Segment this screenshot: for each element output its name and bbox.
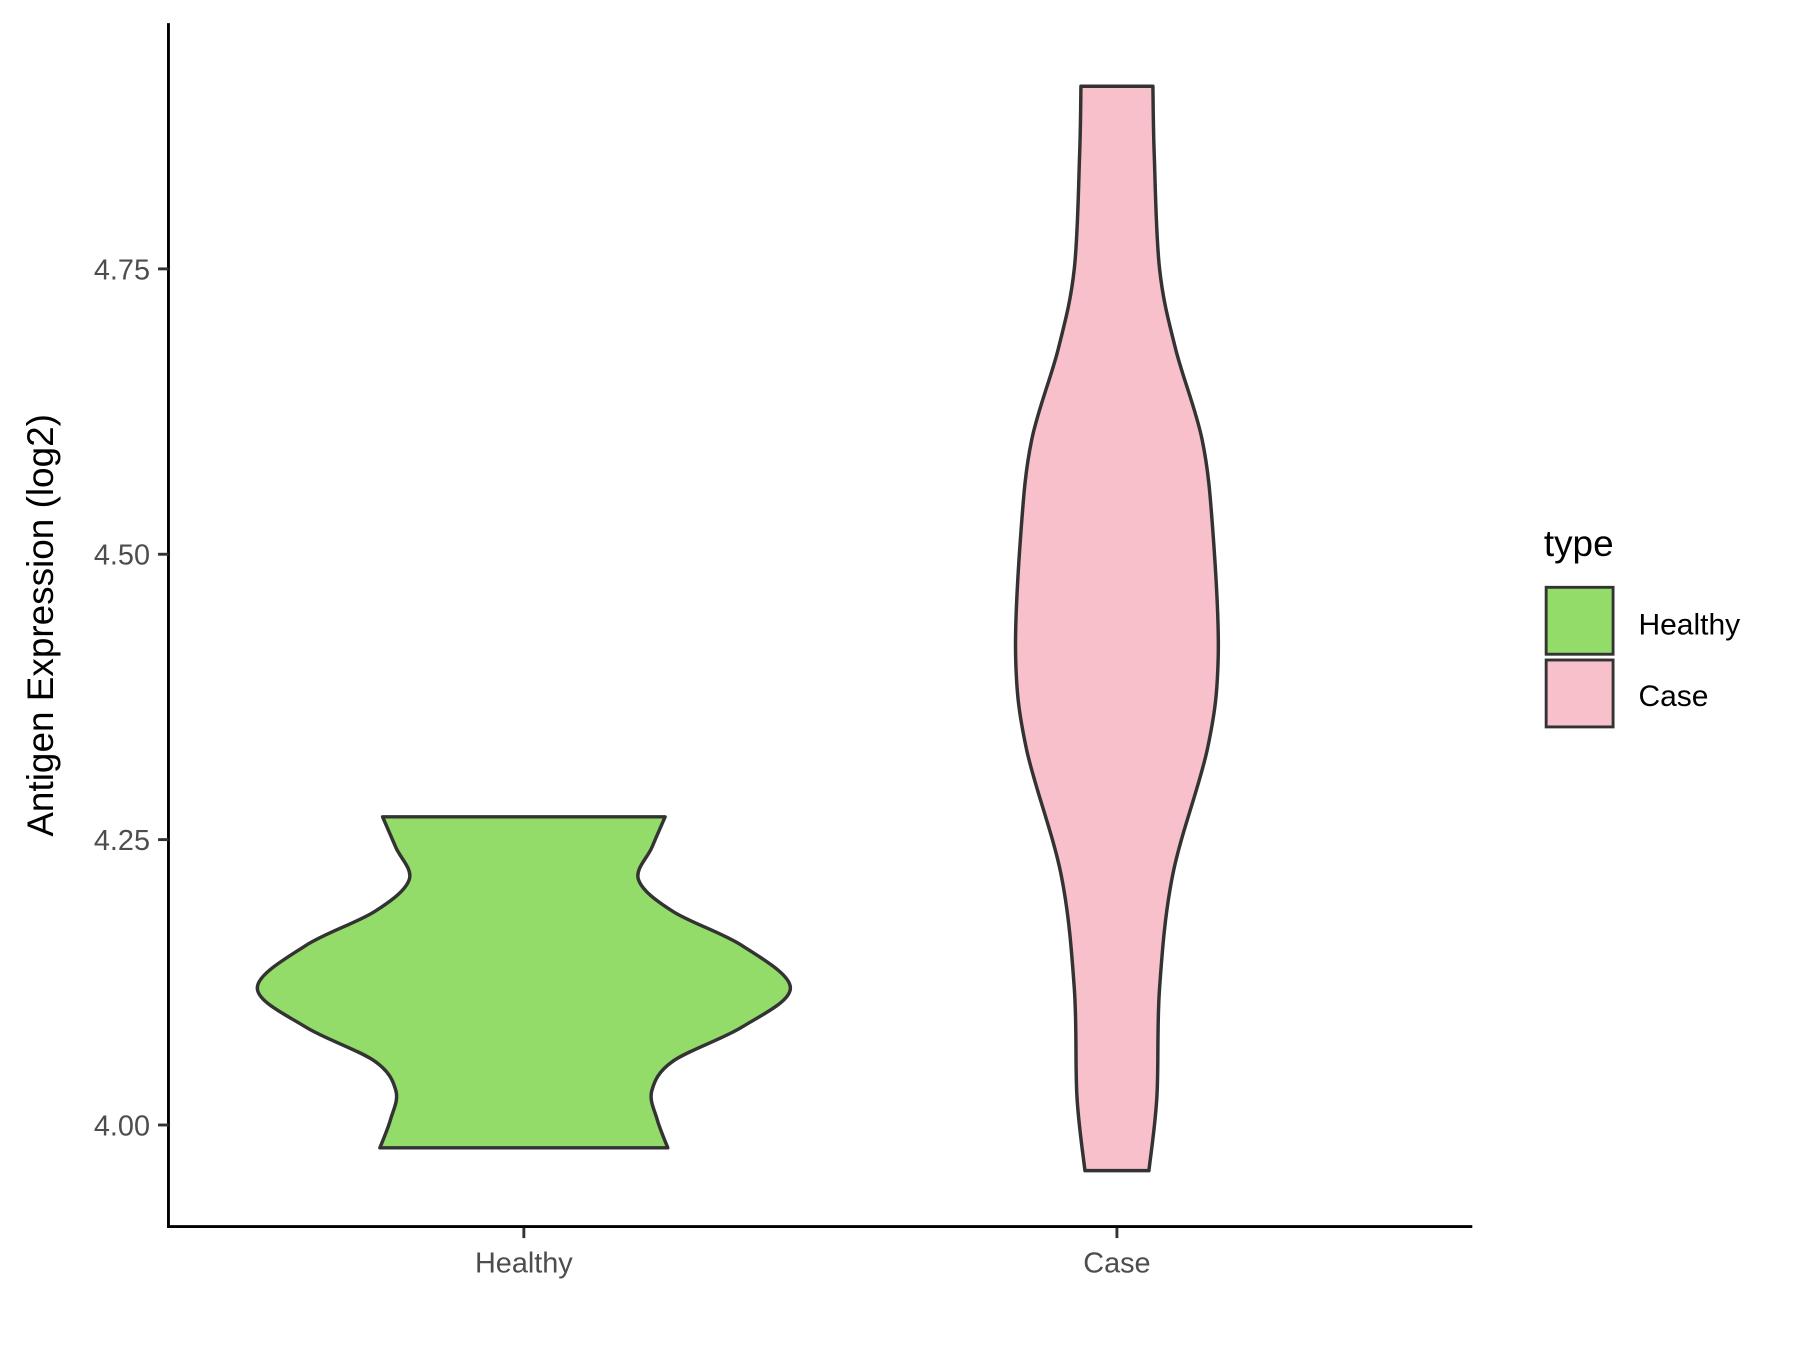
y-tick-label: 4.25 (94, 825, 150, 857)
legend-item-case: Case (1544, 658, 1709, 729)
violin-case (1013, 84, 1221, 1173)
legend-label-healthy: Healthy (1638, 609, 1740, 642)
legend-swatch-case (1544, 658, 1615, 729)
violin-healthy (255, 815, 793, 1150)
legend-label-case: Case (1638, 680, 1708, 713)
y-tick-label: 4.50 (94, 540, 150, 572)
y-tick-label: 4.75 (94, 254, 150, 286)
legend-title: type (1544, 523, 1614, 564)
violins (255, 84, 1221, 1173)
legend-swatch-healthy (1544, 585, 1615, 656)
x-tick-label: Case (1083, 1248, 1150, 1280)
x-ticks: Healthy Case (475, 1227, 1151, 1280)
x-tick-label: Healthy (475, 1248, 573, 1280)
legend-item-healthy: Healthy (1544, 585, 1740, 656)
y-tick-label: 4.00 (94, 1110, 150, 1142)
y-ticks: 4.00 4.25 4.50 4.75 (94, 254, 169, 1142)
y-axis-label: Antigen Expression (log2) (20, 414, 61, 837)
